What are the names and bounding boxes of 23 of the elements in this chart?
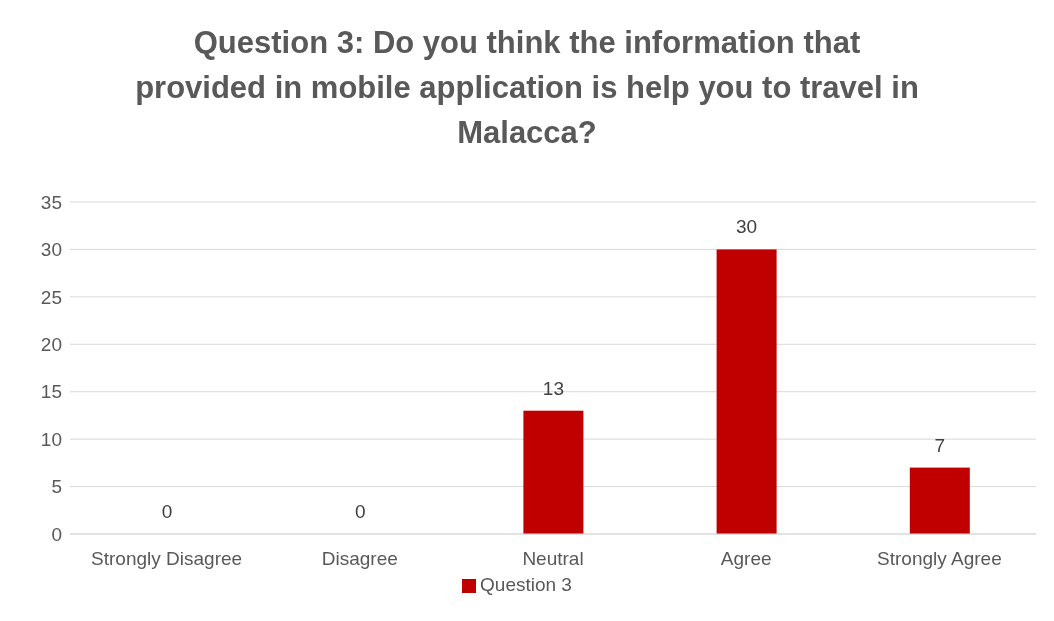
data-label: 0 — [161, 501, 173, 522]
y-tick-label: 0 — [51, 523, 62, 545]
chart-title: Question 3: Do you think the information that provided in mobile application is help you to travel in Malacca? — [134, 24, 920, 152]
x-tick-label: Disagree — [321, 548, 398, 570]
data-label: 0 — [354, 501, 366, 522]
y-tick-label: 30 — [40, 239, 62, 261]
legend-label: Question 3 — [480, 574, 572, 595]
data-label: 30 — [736, 216, 758, 238]
y-tick-label: 5 — [51, 476, 62, 498]
y-tick-label: 20 — [40, 334, 62, 356]
x-tick-label: Neutral — [522, 548, 584, 570]
data-label: 13 — [542, 377, 564, 399]
data-label: 7 — [934, 434, 946, 456]
x-tick-label: Strongly Agree — [877, 548, 1002, 570]
bar — [909, 467, 970, 534]
x-tick-label: Agree — [720, 548, 772, 570]
y-tick-label: 35 — [40, 191, 62, 213]
bar — [716, 249, 777, 534]
y-tick-label: 10 — [40, 428, 62, 450]
y-tick-label: 15 — [40, 381, 62, 403]
bar — [523, 410, 584, 534]
y-tick-label: 25 — [40, 286, 62, 308]
x-tick-label: Strongly Disagree — [91, 548, 243, 570]
